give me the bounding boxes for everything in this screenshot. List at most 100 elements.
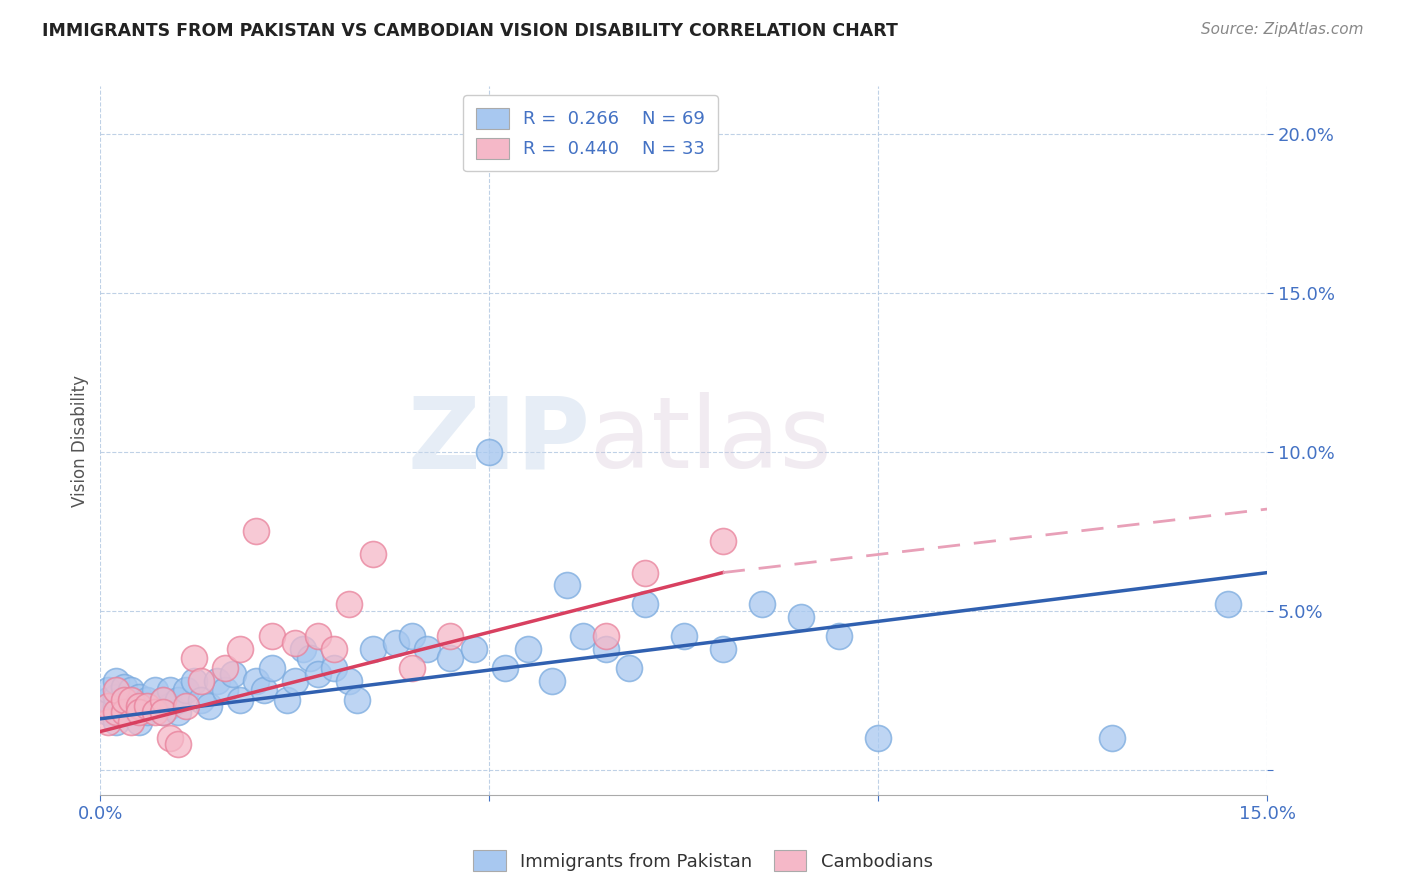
Point <box>439 651 461 665</box>
Point <box>517 641 540 656</box>
Point <box>112 706 135 720</box>
Point <box>152 706 174 720</box>
Point <box>112 692 135 706</box>
Point <box>245 673 267 688</box>
Point <box>121 683 143 698</box>
Point <box>104 673 127 688</box>
Point <box>634 598 657 612</box>
Point <box>112 699 135 714</box>
Point <box>322 641 344 656</box>
Point <box>361 547 384 561</box>
Point <box>307 667 329 681</box>
Point <box>439 629 461 643</box>
Point <box>190 692 212 706</box>
Point <box>97 706 120 720</box>
Point <box>167 737 190 751</box>
Point <box>401 629 423 643</box>
Legend: R =  0.266    N = 69, R =  0.440    N = 33: R = 0.266 N = 69, R = 0.440 N = 33 <box>464 95 717 171</box>
Legend: Immigrants from Pakistan, Cambodians: Immigrants from Pakistan, Cambodians <box>465 843 941 879</box>
Point <box>789 610 811 624</box>
Point <box>128 714 150 729</box>
Point <box>711 641 734 656</box>
Point <box>104 690 127 704</box>
Point <box>284 635 307 649</box>
Point <box>751 598 773 612</box>
Point <box>190 673 212 688</box>
Point <box>229 641 252 656</box>
Point <box>555 578 578 592</box>
Point <box>385 635 408 649</box>
Point <box>595 641 617 656</box>
Point <box>299 651 322 665</box>
Point <box>112 680 135 694</box>
Point <box>291 641 314 656</box>
Point <box>143 699 166 714</box>
Point <box>276 692 298 706</box>
Point <box>253 683 276 698</box>
Point <box>97 692 120 706</box>
Point <box>478 445 501 459</box>
Point <box>174 683 197 698</box>
Point <box>167 706 190 720</box>
Point <box>97 683 120 698</box>
Point <box>307 629 329 643</box>
Point <box>128 690 150 704</box>
Point <box>337 598 360 612</box>
Point <box>401 661 423 675</box>
Point <box>214 683 236 698</box>
Point <box>221 667 243 681</box>
Point <box>143 706 166 720</box>
Point <box>571 629 593 643</box>
Point <box>619 661 641 675</box>
Point <box>494 661 516 675</box>
Point <box>198 699 221 714</box>
Point <box>1101 731 1123 745</box>
Point <box>463 641 485 656</box>
Point <box>183 673 205 688</box>
Point <box>121 692 143 706</box>
Text: atlas: atlas <box>591 392 832 489</box>
Point <box>97 714 120 729</box>
Point <box>152 706 174 720</box>
Point <box>284 673 307 688</box>
Point <box>136 699 159 714</box>
Point <box>121 714 143 729</box>
Point <box>112 706 135 720</box>
Point <box>229 692 252 706</box>
Point <box>159 699 181 714</box>
Point <box>159 731 181 745</box>
Point <box>416 641 439 656</box>
Point <box>672 629 695 643</box>
Point <box>260 629 283 643</box>
Point <box>634 566 657 580</box>
Point <box>868 731 890 745</box>
Point <box>104 699 127 714</box>
Text: ZIP: ZIP <box>408 392 591 489</box>
Point <box>245 524 267 539</box>
Y-axis label: Vision Disability: Vision Disability <box>72 375 89 507</box>
Point <box>174 699 197 714</box>
Point <box>128 699 150 714</box>
Point <box>104 714 127 729</box>
Point <box>337 673 360 688</box>
Point <box>361 641 384 656</box>
Point <box>595 629 617 643</box>
Point <box>183 651 205 665</box>
Text: Source: ZipAtlas.com: Source: ZipAtlas.com <box>1201 22 1364 37</box>
Point <box>152 692 174 706</box>
Point <box>322 661 344 675</box>
Point <box>128 706 150 720</box>
Point <box>167 692 190 706</box>
Point <box>143 683 166 698</box>
Point <box>121 692 143 706</box>
Point <box>1218 598 1240 612</box>
Point <box>828 629 851 643</box>
Point <box>214 661 236 675</box>
Point <box>112 692 135 706</box>
Point <box>152 692 174 706</box>
Point <box>104 706 127 720</box>
Text: IMMIGRANTS FROM PAKISTAN VS CAMBODIAN VISION DISABILITY CORRELATION CHART: IMMIGRANTS FROM PAKISTAN VS CAMBODIAN VI… <box>42 22 898 40</box>
Point <box>128 699 150 714</box>
Point <box>260 661 283 675</box>
Point <box>104 683 127 698</box>
